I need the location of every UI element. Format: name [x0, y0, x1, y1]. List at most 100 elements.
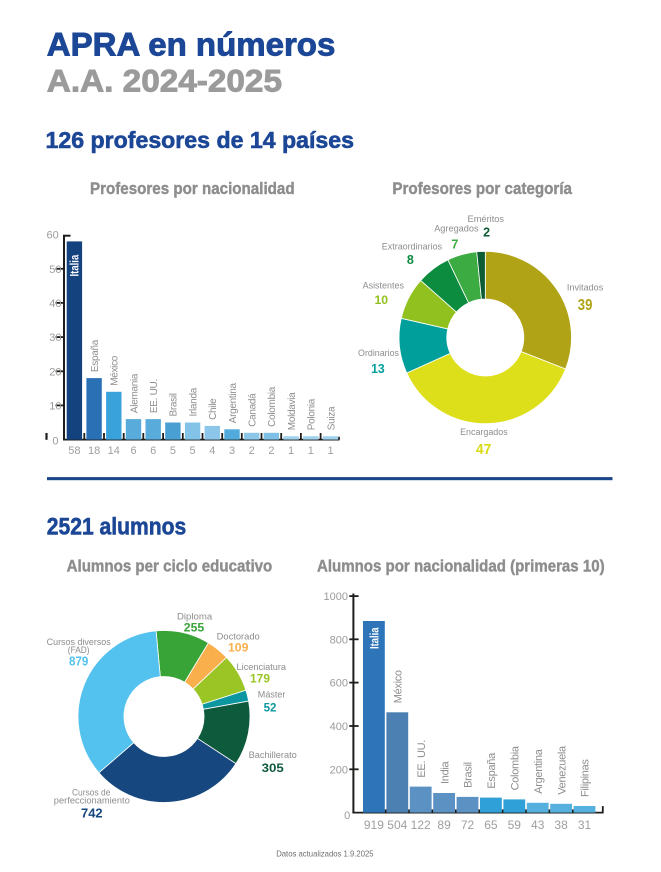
- svg-text:742: 742: [81, 806, 103, 821]
- svg-text:5: 5: [190, 445, 196, 457]
- svg-text:919: 919: [364, 818, 384, 832]
- svg-text:43: 43: [531, 818, 545, 832]
- svg-text:1: 1: [327, 445, 333, 457]
- svg-text:EE. UU.: EE. UU.: [149, 379, 160, 413]
- svg-text:España: España: [486, 752, 498, 789]
- svg-text:Ordinarios: Ordinarios: [358, 348, 399, 359]
- svg-text:2521 alumnos: 2521 alumnos: [47, 514, 186, 541]
- svg-text:Canadá: Canadá: [248, 393, 259, 427]
- svg-text:305: 305: [262, 763, 285, 775]
- svg-text:255: 255: [184, 623, 205, 635]
- svg-text:India: India: [439, 760, 451, 784]
- svg-text:30: 30: [49, 332, 61, 344]
- svg-text:10: 10: [375, 295, 389, 307]
- svg-text:47: 47: [476, 442, 491, 458]
- svg-text:179: 179: [250, 674, 270, 686]
- svg-text:México: México: [110, 355, 121, 386]
- svg-text:5: 5: [170, 445, 176, 457]
- svg-text:Suiza: Suiza: [326, 406, 337, 430]
- svg-text:Doctorado: Doctorado: [217, 632, 260, 643]
- svg-text:Filipinas: Filipinas: [580, 759, 592, 797]
- svg-text:Colombia: Colombia: [267, 386, 278, 427]
- svg-text:109: 109: [228, 643, 248, 655]
- svg-text:20: 20: [49, 366, 61, 378]
- svg-text:Máster: Máster: [258, 689, 286, 700]
- svg-text:Alumnos por nacionalidad (prim: Alumnos por nacionalidad (primeras 10): [317, 558, 605, 576]
- svg-text:Licenciatura: Licenciatura: [237, 662, 287, 673]
- svg-text:52: 52: [264, 703, 277, 715]
- svg-text:Brasil: Brasil: [463, 762, 475, 788]
- svg-text:39: 39: [578, 297, 593, 314]
- svg-text:Encargados: Encargados: [460, 427, 508, 438]
- svg-text:13: 13: [371, 362, 385, 376]
- svg-text:Eméritos: Eméritos: [468, 214, 505, 225]
- svg-text:800: 800: [330, 634, 348, 646]
- svg-text:14: 14: [108, 445, 120, 457]
- svg-text:18: 18: [88, 445, 100, 457]
- svg-text:2: 2: [483, 225, 490, 239]
- svg-text:8: 8: [407, 253, 414, 267]
- svg-text:6: 6: [130, 445, 136, 457]
- svg-text:89: 89: [437, 818, 451, 832]
- svg-text:40: 40: [49, 298, 61, 310]
- svg-text:Invitados: Invitados: [567, 283, 604, 294]
- svg-text:Argentina: Argentina: [533, 748, 545, 794]
- svg-text:0: 0: [344, 810, 350, 822]
- svg-text:Asistentes: Asistentes: [363, 281, 405, 292]
- svg-text:200: 200: [330, 764, 348, 776]
- svg-text:59: 59: [508, 818, 522, 832]
- svg-text:7: 7: [451, 237, 458, 251]
- svg-text:Agregados: Agregados: [434, 223, 479, 234]
- svg-text:Moldavia: Moldavia: [287, 392, 298, 430]
- svg-text:Extraordinarios: Extraordinarios: [382, 242, 443, 253]
- svg-text:Datos actualizados 1.9.2025: Datos actualizados 1.9.2025: [276, 848, 374, 858]
- svg-text:España: España: [90, 339, 101, 372]
- svg-text:Profesores por nacionalidad: Profesores por nacionalidad: [90, 180, 295, 198]
- svg-text:Bachillerato: Bachillerato: [249, 750, 297, 761]
- svg-text:50: 50: [49, 264, 61, 276]
- svg-text:1: 1: [288, 445, 294, 457]
- svg-text:APRA en números: APRA en números: [47, 26, 336, 62]
- svg-text:(FAD): (FAD): [68, 645, 90, 656]
- svg-text:126 profesores de 14 países: 126 profesores de 14 países: [46, 127, 355, 153]
- svg-text:Brasil: Brasil: [169, 393, 180, 416]
- svg-text:2: 2: [268, 445, 274, 457]
- svg-text:38: 38: [554, 818, 568, 832]
- svg-text:México: México: [393, 670, 405, 703]
- svg-text:perfeccionamiento: perfeccionamiento: [54, 796, 130, 807]
- svg-text:60: 60: [47, 230, 59, 242]
- svg-text:1000: 1000: [324, 591, 348, 603]
- svg-text:Polonia: Polonia: [307, 398, 318, 430]
- svg-text:879: 879: [69, 654, 88, 669]
- svg-text:Argentina: Argentina: [228, 382, 239, 423]
- svg-text:Colombia: Colombia: [510, 745, 522, 790]
- svg-text:Alemania: Alemania: [129, 373, 140, 413]
- svg-text:72: 72: [461, 818, 475, 832]
- svg-text:Irlanda: Irlanda: [188, 387, 199, 416]
- svg-text:Diploma: Diploma: [177, 611, 213, 622]
- svg-text:Venezuela: Venezuela: [556, 745, 568, 795]
- svg-text:Cursos de: Cursos de: [72, 787, 111, 798]
- svg-text:Cursos diversos: Cursos diversos: [47, 637, 111, 648]
- svg-text:65: 65: [484, 818, 498, 832]
- svg-text:A.A. 2024-2025: A.A. 2024-2025: [47, 63, 282, 99]
- svg-text:58: 58: [68, 445, 80, 457]
- svg-text:31: 31: [578, 818, 592, 832]
- svg-text:EE. UU.: EE. UU.: [416, 740, 428, 778]
- svg-text:4: 4: [209, 445, 215, 457]
- svg-text:2: 2: [249, 445, 255, 457]
- svg-text:10: 10: [49, 400, 61, 412]
- svg-text:0: 0: [52, 435, 58, 447]
- svg-text:3: 3: [229, 445, 235, 457]
- svg-text:400: 400: [330, 721, 348, 733]
- svg-text:1: 1: [308, 445, 314, 457]
- svg-text:Profesores por categoría: Profesores por categoría: [392, 180, 572, 198]
- svg-text:600: 600: [330, 678, 348, 690]
- svg-text:122: 122: [411, 818, 431, 832]
- svg-text:Chile: Chile: [208, 398, 219, 420]
- svg-text:Italia: Italia: [70, 254, 82, 276]
- svg-text:6: 6: [150, 445, 156, 457]
- svg-text:Italia: Italia: [369, 627, 381, 649]
- svg-text:504: 504: [387, 818, 407, 832]
- svg-text:Alumnos per ciclo educativo: Alumnos per ciclo educativo: [67, 558, 273, 576]
